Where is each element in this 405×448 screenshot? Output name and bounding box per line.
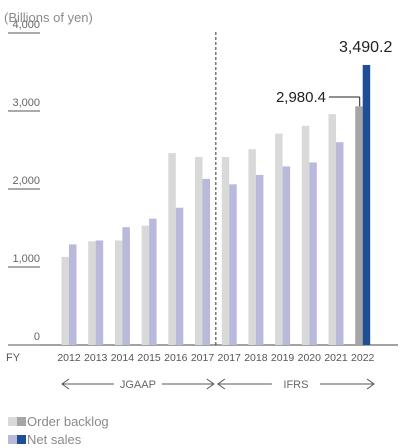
bar-order-backlog (88, 241, 96, 345)
bar-net-sales (149, 218, 157, 345)
x-tick-label: 2020 (298, 352, 322, 364)
bar-net-sales (229, 184, 237, 345)
ifrs-segment-arrowhead-left (216, 378, 226, 390)
bar-net-sales (362, 64, 371, 345)
x-tick-label: 2018 (244, 352, 268, 364)
x-tick-label: 2015 (137, 352, 161, 364)
x-tick-label: 2022 (351, 352, 375, 364)
x-tick-label: 2012 (57, 352, 81, 364)
bar-order-backlog (328, 114, 336, 346)
legend-label-order-backlog: Order backlog (27, 414, 109, 429)
legend-swatch-backlog-dark (17, 417, 26, 426)
bar-net-sales (255, 174, 264, 345)
bar-order-backlog (275, 133, 283, 345)
bar-net-sales (282, 166, 291, 345)
bar-order-backlog (114, 240, 123, 345)
y-tick-label: 0 (34, 331, 40, 343)
bar-order-backlog (248, 149, 256, 345)
x-tick-label: 2014 (111, 352, 135, 364)
x-axis-fy-label: FY (6, 352, 21, 364)
bar-net-sales (336, 142, 344, 345)
jgaap-segment-label: JGAAP (120, 379, 156, 391)
y-tick-label: 2,000 (12, 175, 40, 187)
bar-order-backlog (355, 106, 363, 345)
ifrs-segment-label: IFRS (283, 379, 308, 391)
y-tick-label: 3,000 (12, 97, 40, 109)
legend-swatch-backlog-light (8, 417, 17, 426)
bar-net-sales (202, 178, 210, 345)
bar-net-sales (122, 227, 130, 345)
x-tick-label: 2016 (164, 352, 188, 364)
legend-swatch-sales-dark (17, 435, 26, 444)
y-tick-label: 4,000 (12, 19, 40, 31)
bar-order-backlog (61, 256, 69, 345)
bar-order-backlog (195, 157, 203, 345)
bar-net-sales (175, 207, 184, 345)
x-tick-label: 2017 (218, 352, 242, 364)
x-tick-label: 2019 (271, 352, 295, 364)
bar-order-backlog (168, 153, 176, 345)
bar-order-backlog (221, 157, 230, 345)
legend-item-order-backlog: Order backlog (8, 414, 109, 429)
x-tick-label: 2021 (324, 352, 348, 364)
legend-swatch-sales-light (8, 435, 17, 444)
y-axis-unit-label: (Billions of yen) (4, 10, 93, 25)
jgaap-segment-arrowhead-right (206, 378, 215, 390)
annotation-backlog-2022: 2,980.4 (276, 89, 326, 106)
x-tick-label: 2013 (84, 352, 108, 364)
bar-net-sales (95, 240, 104, 345)
ifrs-segment-arrowhead-right (366, 378, 375, 390)
bar-order-backlog (301, 125, 310, 345)
bar-net-sales (309, 162, 317, 345)
bar-order-backlog (141, 225, 150, 345)
jgaap-segment-arrowhead-left (61, 378, 70, 390)
legend-item-net-sales: Net sales (8, 432, 81, 447)
x-tick-label: 2017 (191, 352, 215, 364)
legend-label-net-sales: Net sales (27, 432, 82, 447)
bar-net-sales (69, 244, 77, 345)
y-tick-label: 1,000 (12, 253, 40, 265)
annotation-sales-2022: 3,490.2 (339, 39, 392, 56)
